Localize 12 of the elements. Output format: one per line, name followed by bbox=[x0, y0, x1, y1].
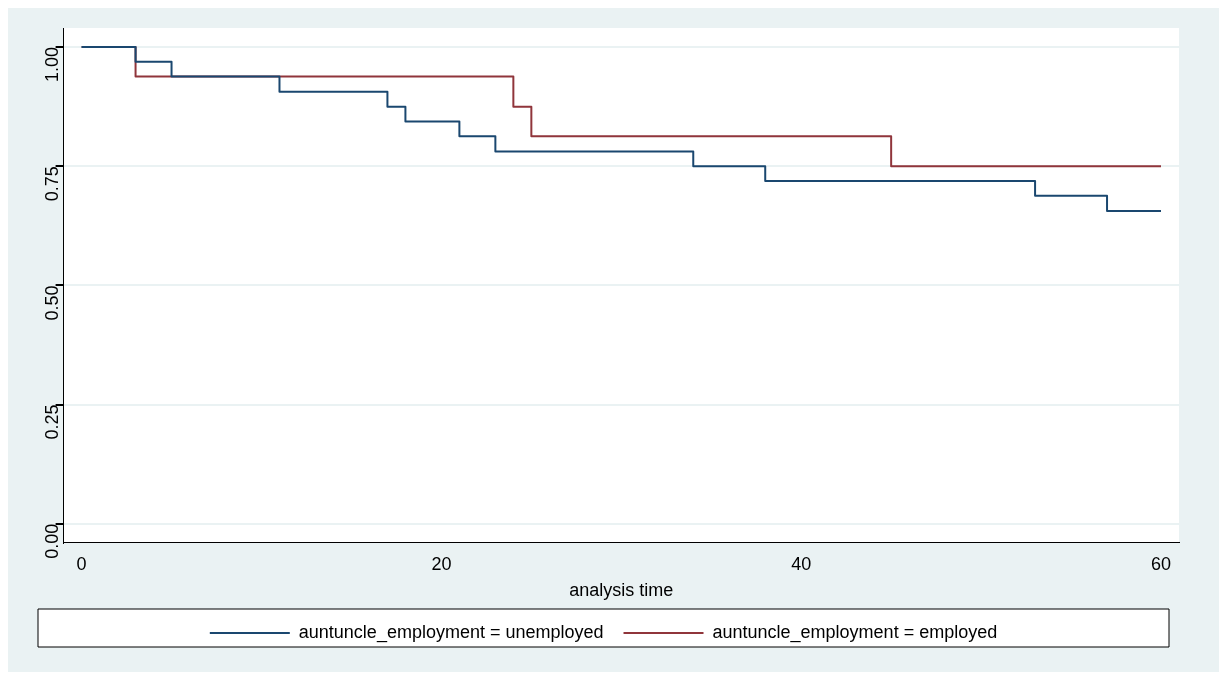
x-tick-label: 40 bbox=[791, 553, 812, 574]
y-tick-label: 1.00 bbox=[41, 47, 62, 83]
legend-label: auntuncle_employment = unemployed bbox=[298, 621, 604, 643]
x-tick-label: 0 bbox=[76, 553, 87, 574]
y-tick-label: 0.25 bbox=[41, 404, 62, 440]
legend-label: auntuncle_employment = employed bbox=[712, 621, 998, 643]
y-tick-label: 0.00 bbox=[41, 523, 62, 559]
x-tick-label: 20 bbox=[431, 553, 452, 574]
y-tick-label: 0.75 bbox=[41, 166, 62, 202]
y-tick-label: 0.50 bbox=[41, 285, 62, 321]
x-axis-title: analysis time bbox=[569, 580, 674, 601]
x-tick-label: 60 bbox=[1150, 553, 1172, 574]
